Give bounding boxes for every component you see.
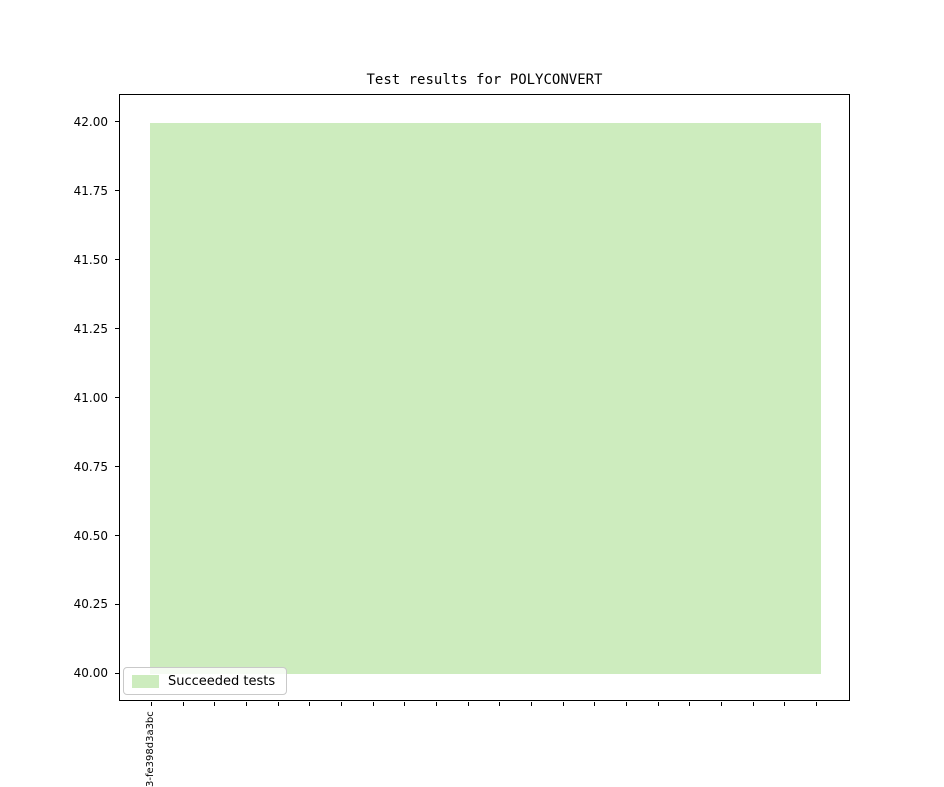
y-tick-mark <box>115 672 119 674</box>
legend-label: Succeeded tests <box>168 673 276 689</box>
x-tick-mark <box>594 702 596 706</box>
x-tick-mark <box>562 702 564 706</box>
y-tick-mark <box>115 328 119 329</box>
x-tick-mark <box>689 702 691 706</box>
x-tick-mark <box>309 702 311 706</box>
y-tick-label: 41.00 <box>73 390 108 405</box>
x-tick-mark <box>721 702 722 706</box>
x-tick-mark <box>816 702 817 706</box>
chart-title: Test results for POLYCONVERT <box>366 72 603 88</box>
y-tick-label: 42.00 <box>73 114 108 129</box>
x-tick-mark <box>657 702 659 706</box>
x-tick-mark <box>531 702 532 706</box>
y-tick-label: 41.50 <box>73 252 108 267</box>
plot-area <box>119 94 850 701</box>
y-tick-label: 40.25 <box>73 597 108 612</box>
y-tick-mark <box>115 190 119 192</box>
succeeded-tests-bar <box>150 122 821 675</box>
y-tick-label: 40.00 <box>73 666 108 681</box>
legend-swatch <box>132 674 159 688</box>
y-tick-label: 40.75 <box>73 459 108 474</box>
x-tick-mark <box>341 702 342 706</box>
y-tick-mark <box>115 603 119 605</box>
x-tick-mark <box>467 702 469 706</box>
y-tick-mark <box>115 397 119 398</box>
x-tick-mark <box>277 702 279 706</box>
x-tick-mark <box>151 702 152 706</box>
y-tick-mark <box>115 121 119 123</box>
y-tick-mark <box>115 466 119 467</box>
x-tick-mark <box>246 702 247 706</box>
y-tick-mark <box>115 259 119 260</box>
x-tick-mark <box>404 702 406 706</box>
x-tick-mark <box>214 702 216 706</box>
y-tick-label: 41.25 <box>73 321 108 336</box>
x-tick-mark <box>436 702 437 706</box>
y-tick-label: 40.50 <box>73 528 108 543</box>
x-tick-mark <box>626 702 627 706</box>
legend: Succeeded tests <box>123 667 287 695</box>
x-tick-mark <box>182 702 184 706</box>
x-tick-mark <box>752 702 754 706</box>
x-tick-label-commit: 3-fe398d3a3bc <box>145 711 156 787</box>
x-tick-mark <box>372 702 374 706</box>
x-tick-mark <box>499 702 501 706</box>
x-tick-mark <box>784 702 786 706</box>
y-tick-mark <box>115 535 119 536</box>
y-tick-label: 41.75 <box>73 183 108 198</box>
